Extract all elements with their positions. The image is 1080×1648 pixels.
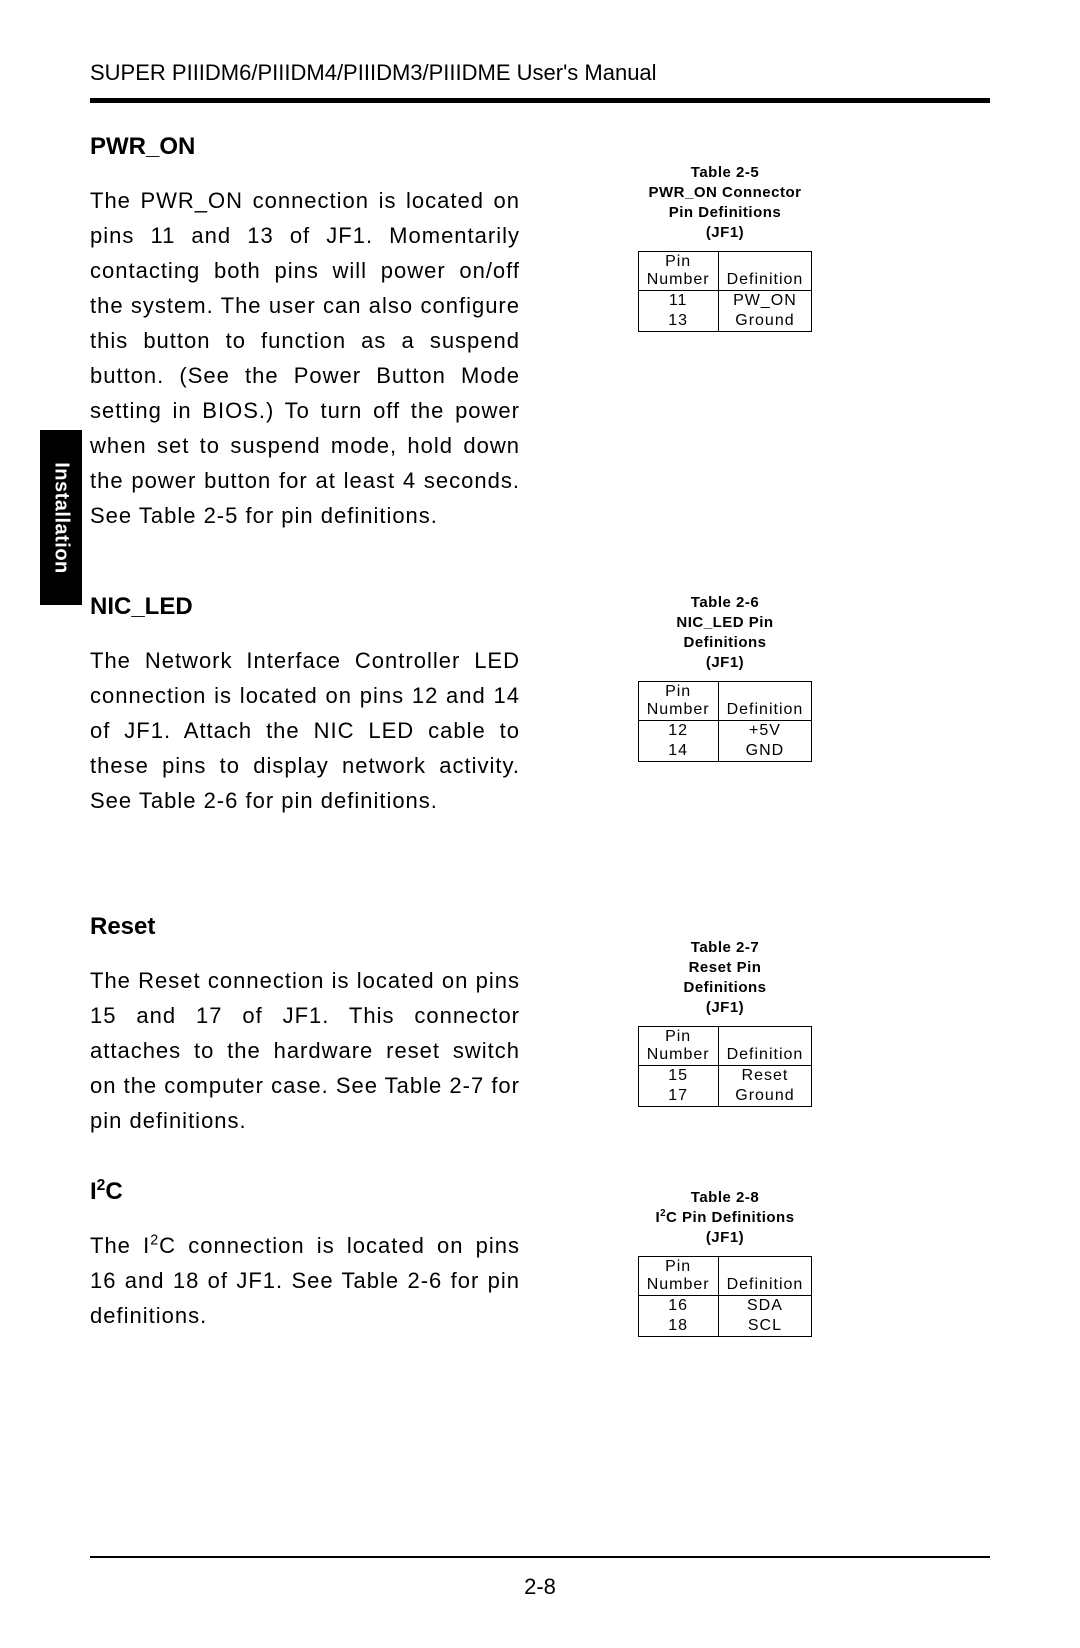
table-row: 15 Reset <box>638 1066 812 1087</box>
table-2-5: Table 2-5 PWR_ON Connector Pin Definitio… <box>560 163 890 332</box>
content: PWR_ON The PWR_ON connection is located … <box>90 133 990 1337</box>
table-2-8: Table 2-8 I2C Pin Definitions (JF1) PinN… <box>560 1188 890 1337</box>
table-header: PinNumber <box>638 682 718 721</box>
section-pwr-on: PWR_ON The PWR_ON connection is located … <box>90 133 990 533</box>
table-row: 16 SDA <box>638 1296 812 1317</box>
table-header: Definition <box>718 1257 812 1296</box>
table-row: 17 Ground <box>638 1086 812 1107</box>
i2c-body: The I2C connection is located on pins 16… <box>90 1228 520 1333</box>
table-2-7: Table 2-7 Reset Pin Definitions (JF1) Pi… <box>560 938 890 1107</box>
table-header: PinNumber <box>638 252 718 291</box>
section-nic-led: NIC_LED The Network Interface Controller… <box>90 593 990 818</box>
side-tab: Installation <box>40 430 82 605</box>
table-header: PinNumber <box>638 1257 718 1296</box>
section-reset: Reset The Reset connection is located on… <box>90 913 990 1138</box>
reset-title: Reset <box>90 913 520 941</box>
section-i2c: I2C The I2C connection is located on pin… <box>90 1178 990 1337</box>
table-2-7-grid: PinNumber Definition 15 Reset 17 Ground <box>638 1026 813 1107</box>
header-rule <box>90 98 990 103</box>
nic-led-body: The Network Interface Controller LED con… <box>90 643 520 818</box>
table-header: Definition <box>718 682 812 721</box>
page-number: 2-8 <box>0 1574 1080 1600</box>
pwr-on-body: The PWR_ON connection is located on pins… <box>90 183 520 533</box>
reset-body: The Reset connection is located on pins … <box>90 963 520 1138</box>
page: SUPER PIIIDM6/PIIIDM4/PIIIDM3/PIIIDME Us… <box>0 0 1080 1648</box>
table-2-8-caption: Table 2-8 I2C Pin Definitions (JF1) <box>655 1188 794 1248</box>
table-2-6-caption: Table 2-6 NIC_LED Pin Definitions (JF1) <box>676 593 773 673</box>
page-header: SUPER PIIIDM6/PIIIDM4/PIIIDM3/PIIIDME Us… <box>90 60 990 94</box>
table-2-5-caption: Table 2-5 PWR_ON Connector Pin Definitio… <box>648 163 801 243</box>
table-2-6-grid: PinNumber Definition 12 +5V 14 GND <box>638 681 813 762</box>
footer-rule <box>90 1556 990 1558</box>
table-row: 13 Ground <box>638 311 812 332</box>
table-row: 18 SCL <box>638 1316 812 1337</box>
nic-led-title: NIC_LED <box>90 593 520 621</box>
table-2-6: Table 2-6 NIC_LED Pin Definitions (JF1) … <box>560 593 890 762</box>
i2c-title: I2C <box>90 1178 520 1206</box>
table-2-5-grid: PinNumber Definition 11 PW_ON 13 Ground <box>638 251 813 332</box>
table-header: Definition <box>718 1027 812 1066</box>
pwr-on-title: PWR_ON <box>90 133 520 161</box>
table-2-7-caption: Table 2-7 Reset Pin Definitions (JF1) <box>684 938 767 1018</box>
table-2-8-grid: PinNumber Definition 16 SDA 18 SCL <box>638 1256 813 1337</box>
table-row: 11 PW_ON <box>638 291 812 312</box>
table-row: 12 +5V <box>638 721 812 742</box>
table-header: Definition <box>718 252 812 291</box>
table-header: PinNumber <box>638 1027 718 1066</box>
side-tab-label: Installation <box>50 462 73 574</box>
table-row: 14 GND <box>638 741 812 762</box>
